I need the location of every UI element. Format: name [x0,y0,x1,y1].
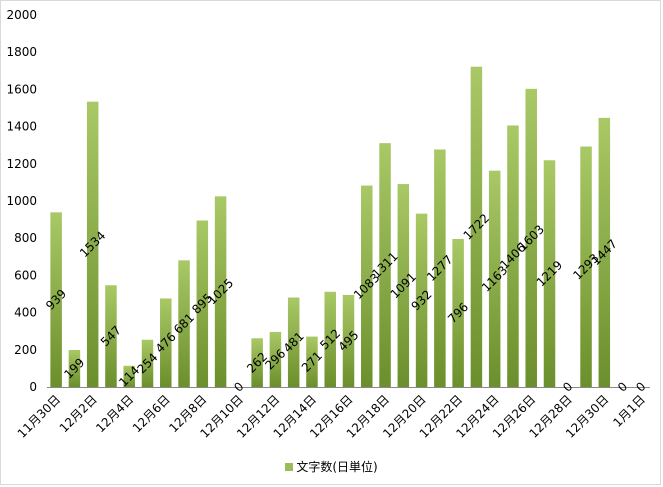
bar [580,146,592,387]
bar [507,125,519,387]
bar [141,339,154,387]
legend: 文字数(日単位) [0,458,663,475]
data-label: 0 [615,379,630,394]
bar [251,338,263,387]
bar [306,336,318,387]
y-tick-label: 200 [14,343,37,357]
bar [214,196,227,387]
x-tick-label: 12月6日 [130,392,173,435]
y-tick-label: 2000 [6,8,37,22]
bar [598,117,611,387]
data-label: 939 [43,287,69,313]
legend-label: 文字数(日単位) [296,460,378,474]
y-tick-label: 1000 [6,194,37,208]
x-axis: 11月30日12月2日12月4日12月6日12月8日12月10日12月12日12… [15,387,650,441]
legend-swatch [285,463,294,471]
x-tick-label: 12月4日 [93,392,136,435]
bar [196,220,209,387]
bar [86,101,99,388]
y-tick-label: 1600 [6,82,37,96]
bar [470,66,483,387]
bar [123,365,135,387]
x-tick-label: 11月30日 [15,392,63,440]
bar [105,285,117,387]
y-tick-label: 0 [29,380,37,394]
bar [361,185,373,387]
bar [543,160,556,387]
x-tick-label: 12月2日 [57,392,100,435]
y-tick-label: 1800 [6,45,37,59]
y-tick-label: 600 [14,268,37,282]
data-label: 0 [633,379,648,394]
bar [525,88,537,387]
data-label: 199 [61,355,87,381]
data-label: 476 [153,330,179,356]
bar [160,298,172,387]
y-tick-label: 1200 [6,157,37,171]
bar [488,170,501,387]
data-label: 0 [560,379,575,394]
data-label: 932 [409,287,435,313]
y-tick-label: 1400 [6,120,37,134]
bar [415,213,428,387]
data-label: 681 [171,311,197,337]
y-tick-label: 400 [14,306,37,320]
data-label: 271 [299,349,325,375]
bar [434,149,446,387]
data-label: 796 [445,300,471,326]
bar [342,294,355,387]
bar [287,297,300,387]
data-label: 547 [98,323,124,349]
y-tick-label: 800 [14,231,37,245]
bars [50,66,611,388]
y-axis: 0 200 400 600 800 1000 1200 1400 1600 1800 2000 [6,8,37,394]
data-label: 0 [231,379,246,394]
bar [50,212,62,387]
bar [324,291,336,387]
bar [68,349,81,387]
data-label: 481 [281,329,307,355]
bar [178,260,190,387]
x-tick-label: 1月1日 [610,392,648,430]
bar [397,184,410,387]
bar [379,143,391,387]
data-label: 495 [335,328,361,354]
bar [452,238,464,387]
bar [269,331,282,387]
